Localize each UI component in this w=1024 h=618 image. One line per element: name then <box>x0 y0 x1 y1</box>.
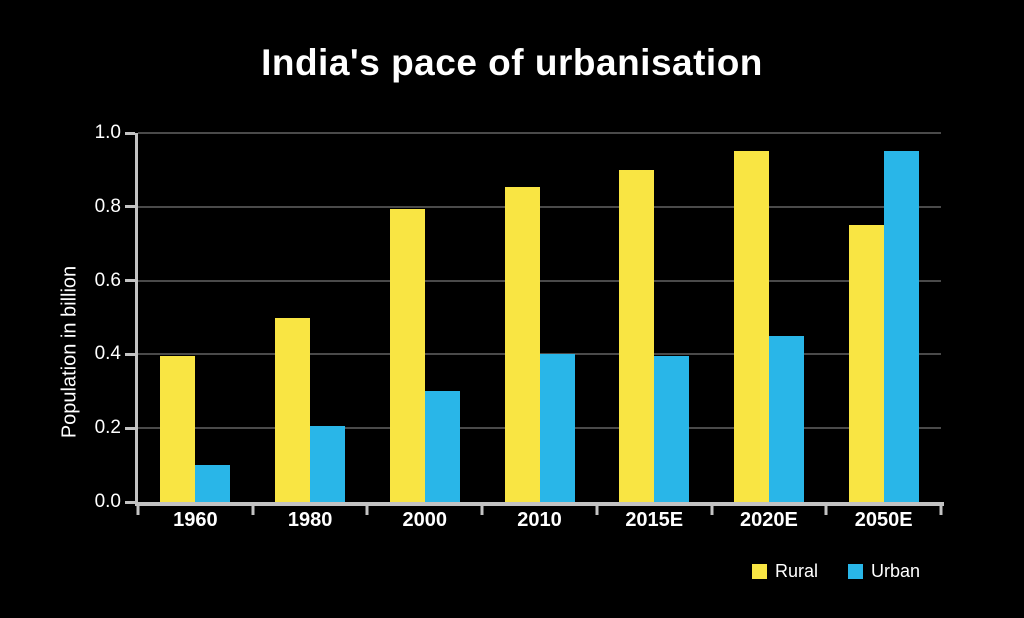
legend-swatch-rural <box>751 563 767 579</box>
bar-rural-2020e <box>733 151 769 502</box>
y-axis-tick-0.6 <box>125 279 135 283</box>
bar-rural-2010 <box>504 186 540 502</box>
legend-label-rural: Rural <box>774 561 818 581</box>
bar-rural-2015e <box>619 169 655 502</box>
legend-item-rural: Rural <box>751 561 818 581</box>
bar-group-1980 <box>253 133 368 502</box>
x-axis-tick <box>136 506 140 515</box>
y-axis-tick-0.8 <box>125 205 135 209</box>
bar-group-2020e <box>712 133 827 502</box>
y-tick-label-0.2: 0.2 <box>94 417 121 439</box>
gridline-1.0 <box>138 132 941 134</box>
x-axis-labels: 1960 1980 2000 2010 2015E 2020E 2050E <box>138 509 941 532</box>
y-axis-label: Population in billion <box>58 265 81 439</box>
y-tick-label-0.8: 0.8 <box>94 195 121 217</box>
plot-area: 0.0 0.2 0.4 0.6 0.8 1.0 <box>95 123 943 515</box>
bar-group-2010 <box>482 133 597 502</box>
y-axis-tick-0.2 <box>125 426 135 430</box>
x-tick-label-1960: 1960 <box>173 509 218 531</box>
y-axis-tick-0.4 <box>125 352 135 356</box>
x-axis-tick <box>939 506 943 515</box>
bar-urban-1980 <box>310 426 346 502</box>
y-axis-tick-0.0 <box>125 500 135 504</box>
x-tick-label-1980: 1980 <box>287 509 333 531</box>
y-tick-label-0.6: 0.6 <box>94 269 121 291</box>
bar-urban-2020e <box>768 335 804 502</box>
bar-group-2050e <box>826 133 941 502</box>
y-axis-line <box>135 133 138 506</box>
bar-urban-1960 <box>195 465 231 502</box>
chart-title: India's pace of urbanisation <box>261 42 763 83</box>
bar-rural-2050e <box>848 225 884 502</box>
bar-urban-2000 <box>424 391 460 502</box>
bar-group-1960 <box>138 133 253 502</box>
bar-group-2000 <box>367 133 482 502</box>
x-tick-label-2000: 2000 <box>402 509 448 531</box>
legend-swatch-urban <box>847 563 863 579</box>
legend-label-urban: Urban <box>870 561 920 581</box>
bar-urban-2015e <box>654 356 690 502</box>
x-axis-line <box>135 502 944 506</box>
x-axis-tick <box>480 506 484 515</box>
x-axis-tick <box>595 506 599 515</box>
x-axis-tick <box>710 506 714 515</box>
bar-rural-2000 <box>389 208 425 502</box>
y-axis-tick-1.0 <box>125 131 135 135</box>
x-axis-tick <box>251 506 255 515</box>
legend: Rural Urban <box>751 561 920 581</box>
bar-rural-1960 <box>160 356 196 502</box>
bar-group-2015e <box>597 133 712 502</box>
bar-urban-2050e <box>883 151 919 502</box>
y-tick-label-0.0: 0.0 <box>94 491 121 512</box>
x-tick-label-2050e: 2050E <box>854 509 913 531</box>
bar-rural-1980 <box>275 317 311 502</box>
x-axis-tick <box>824 506 828 515</box>
y-tick-label-0.4: 0.4 <box>94 343 121 365</box>
x-tick-label-2010: 2010 <box>517 509 562 531</box>
x-axis-tick <box>365 506 369 515</box>
y-tick-label-1.0: 1.0 <box>94 122 121 143</box>
x-tick-label-2020e: 2020E <box>740 509 798 531</box>
legend-item-urban: Urban <box>847 561 920 581</box>
bar-groups <box>138 133 941 502</box>
bar-urban-2010 <box>539 354 575 502</box>
x-tick-label-2015e: 2015E <box>625 509 684 531</box>
